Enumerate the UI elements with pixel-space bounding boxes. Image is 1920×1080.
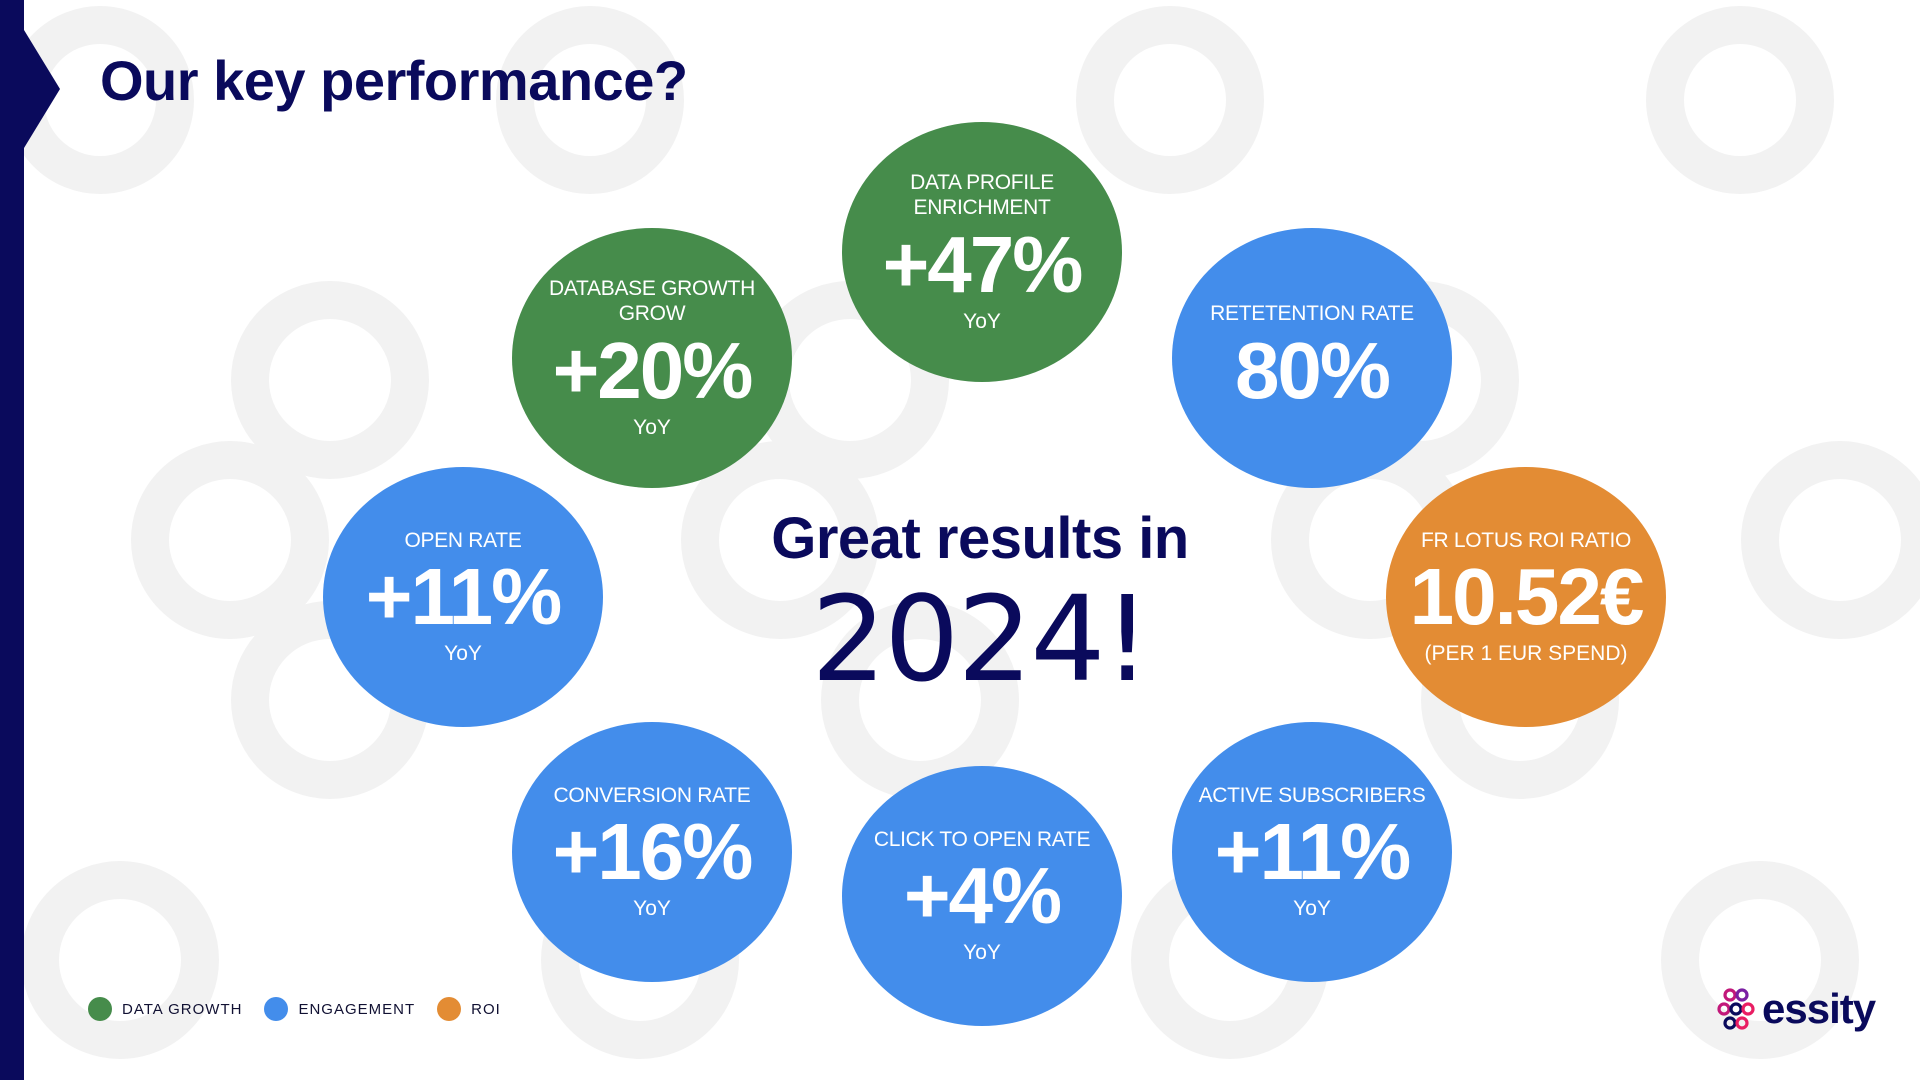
kpi-database-growth: DATABASE GROWTH GROW +20% YoY: [512, 228, 792, 488]
legend-label: ENGAGEMENT: [298, 1000, 416, 1018]
legend-item-roi: ROI: [437, 997, 501, 1021]
legend-item-engagement: ENGAGEMENT: [264, 997, 415, 1021]
kpi-value: +20%: [552, 325, 754, 415]
kpi-value: +4%: [903, 851, 1062, 940]
kpi-active-subscribers: ACTIVE SUBSCRIBERS +11% YoY: [1172, 722, 1452, 982]
kpi-sub: YoY: [963, 309, 1001, 333]
kpi-label: CLICK TO OPEN RATE: [873, 827, 1091, 851]
kpi-value: +11%: [1214, 807, 1411, 896]
legend-dot: [264, 997, 289, 1021]
kpi-sub: YoY: [633, 897, 671, 920]
kpi-label: DATA PROFILE ENRICHMENT: [910, 171, 1054, 220]
kpi-label: OPEN RATE: [404, 528, 522, 552]
kpi-sub: (PER 1 EUR SPEND): [1424, 642, 1628, 665]
kpi-value: +11%: [365, 552, 562, 641]
kpi-value: 80%: [1234, 325, 1391, 415]
legend-dot: [437, 997, 462, 1021]
kpi-click-to-open-rate: CLICK TO OPEN RATE +4% YoY: [842, 766, 1122, 1026]
center-heading: Great results in: [771, 506, 1189, 571]
legend: DATA GROWTH ENGAGEMENT ROI: [88, 997, 501, 1021]
kpi-conversion-rate: CONVERSION RATE +16% YoY: [512, 722, 792, 982]
kpi-value: +47%: [882, 219, 1084, 309]
essity-logo-icon: [1717, 988, 1755, 1030]
chevron-right-icon: [24, 30, 60, 148]
brand-name: essity: [1762, 985, 1876, 1032]
kpi-label: CONVERSION RATE: [553, 783, 751, 807]
kpi-label: FR LOTUS ROI RATIO: [1420, 528, 1632, 552]
kpi-label: RETETENTION RATE: [1210, 302, 1414, 326]
kpi-open-rate: OPEN RATE +11% YoY: [323, 467, 603, 727]
center-year: 2024!: [811, 570, 1151, 708]
kpi-label: DATABASE GROWTH GROW: [549, 277, 755, 326]
legend-item-data-growth: DATA GROWTH: [88, 997, 242, 1021]
kpi-sub: YoY: [1293, 897, 1331, 920]
page-title: Our key performance?: [100, 49, 688, 112]
kpi-value: 10.52€: [1409, 552, 1645, 641]
brand-logo: essity: [1716, 985, 1876, 1033]
kpi-sub: YoY: [963, 941, 1001, 964]
kpi-label: ACTIVE SUBSCRIBERS: [1198, 783, 1426, 807]
kpi-sub: YoY: [633, 415, 671, 439]
kpi-data-profile-enrichment: DATA PROFILE ENRICHMENT +47% YoY: [842, 122, 1122, 382]
kpi-value: +16%: [552, 807, 754, 896]
legend-dot: [88, 997, 112, 1021]
kpi-roi-ratio: FR LOTUS ROI RATIO 10.52€ (PER 1 EUR SPE…: [1386, 467, 1666, 727]
kpi-retention-rate: RETETENTION RATE 80%: [1172, 228, 1452, 488]
legend-label: DATA GROWTH: [122, 1000, 243, 1018]
kpi-sub: YoY: [444, 642, 482, 665]
left-accent-bar: [0, 0, 24, 1080]
legend-label: ROI: [471, 1000, 501, 1018]
